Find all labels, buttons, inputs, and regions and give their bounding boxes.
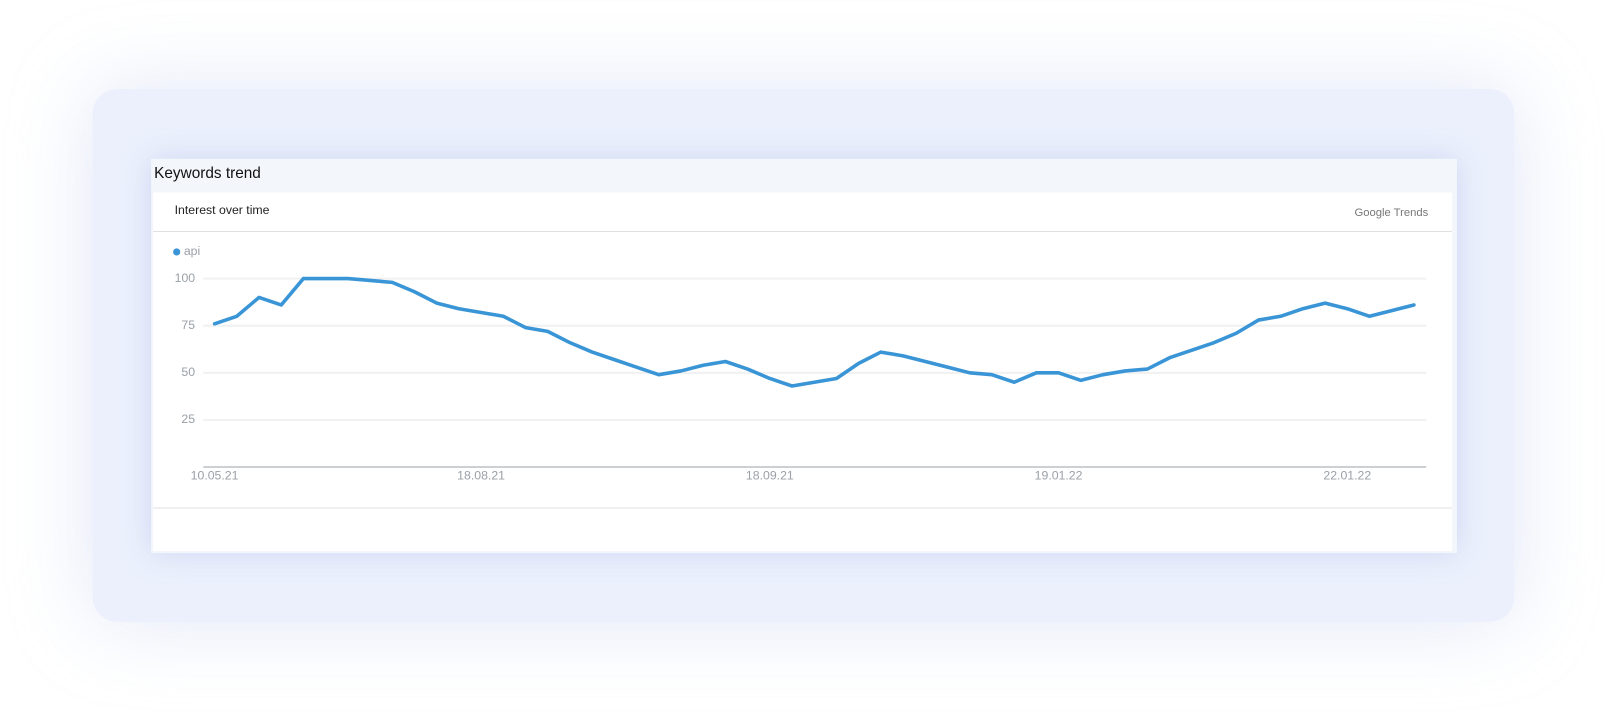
panel-title: Keywords trend <box>154 165 261 182</box>
chart-title: Interest over time <box>175 203 270 217</box>
y-tick-label: 75 <box>181 318 195 332</box>
legend-swatch <box>173 248 181 256</box>
y-tick-label: 100 <box>175 271 196 285</box>
legend-label: api <box>184 244 200 258</box>
x-tick-label: 10.05.21 <box>191 469 239 483</box>
x-tick-label: 22.01.22 <box>1323 469 1371 483</box>
y-tick-label: 25 <box>181 412 195 426</box>
x-tick-label: 18.08.21 <box>457 469 505 483</box>
y-tick-label: 50 <box>181 365 195 379</box>
x-tick-label: 19.01.22 <box>1035 469 1083 483</box>
data-line <box>212 276 1416 388</box>
source-logo: Google Trends <box>1354 207 1428 219</box>
x-tick-label: 18.09.21 <box>746 469 794 483</box>
